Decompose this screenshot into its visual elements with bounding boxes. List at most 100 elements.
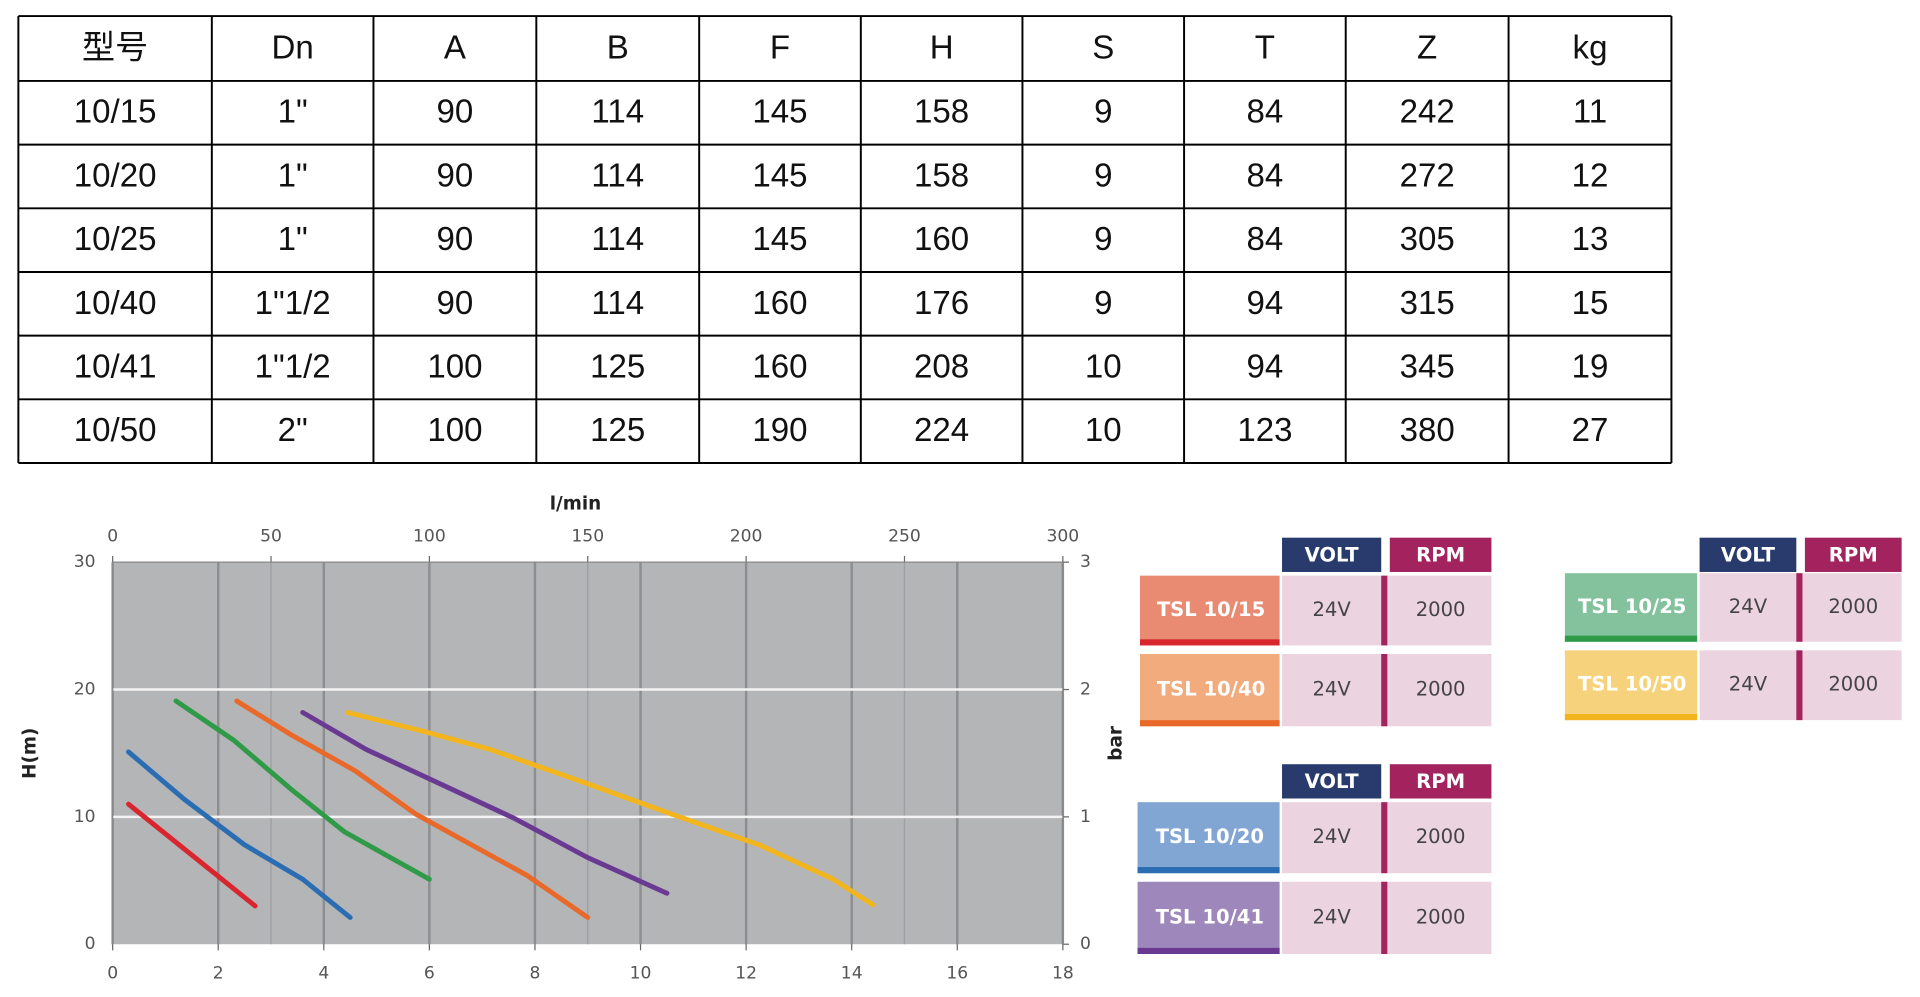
table-cell: 176 — [914, 285, 969, 322]
table-cell: 10/20 — [74, 157, 157, 194]
table-cell: Z — [1417, 29, 1437, 66]
header-cell — [1804, 537, 1902, 572]
name-cell — [1564, 650, 1698, 721]
table-cell: 158 — [914, 94, 969, 131]
table-cell: T — [1255, 29, 1275, 66]
table-cell: 145 — [752, 157, 807, 194]
name-cell — [1137, 881, 1280, 955]
table-cell: 10/15 — [74, 94, 157, 131]
header-cell — [1282, 537, 1382, 572]
x2-tick-label: 150 — [571, 526, 604, 546]
table-cell: 145 — [752, 221, 807, 258]
table-cell: 208 — [914, 348, 969, 385]
y2-tick-label: 2 — [1080, 680, 1091, 700]
table-cell: 114 — [591, 157, 644, 194]
y-tick-label: 10 — [74, 807, 96, 827]
series-name: TSL 10/20 — [1156, 825, 1264, 848]
x2-tick-label: 100 — [413, 526, 446, 546]
series-name: TSL 10/25 — [1578, 595, 1686, 618]
table-cell: 2" — [278, 412, 308, 449]
table-cell: 9 — [1094, 221, 1112, 258]
table-cell: 9 — [1094, 94, 1112, 131]
table-cell: 315 — [1400, 285, 1455, 322]
name-stripe — [1140, 639, 1280, 646]
table-cell: 160 — [752, 285, 807, 322]
name-stripe — [1137, 947, 1280, 955]
table-cell: 10 — [1085, 412, 1122, 449]
volt-value: 24V — [1312, 678, 1351, 701]
divider — [1381, 575, 1388, 646]
name-cell — [1140, 654, 1280, 727]
series-name: TSL 10/15 — [1157, 598, 1265, 621]
table-cell: 158 — [914, 157, 969, 194]
x-tick-label: 14 — [841, 964, 863, 984]
table-cell: B — [607, 29, 629, 66]
x-tick-label: 18 — [1052, 964, 1074, 984]
table-cell: 1" — [278, 157, 308, 194]
x-tick-label: 4 — [318, 964, 329, 984]
table-cell: 84 — [1247, 221, 1284, 258]
name-cell — [1137, 802, 1280, 874]
x2-tick-label: 300 — [1047, 526, 1080, 546]
table-cell: 10/41 — [74, 348, 157, 385]
table-cell: 10/50 — [74, 412, 157, 449]
x2-tick-label: 0 — [107, 526, 118, 546]
y-tick-label: 20 — [74, 680, 96, 700]
x-tick-label: 0 — [107, 964, 118, 984]
table-cell: 242 — [1400, 94, 1455, 131]
table-cell: 27 — [1572, 412, 1609, 449]
curve — [173, 698, 432, 882]
header-label: VOLT — [1721, 544, 1776, 567]
y2-tick-label: 1 — [1080, 807, 1091, 827]
table-cell: 1"1/2 — [255, 348, 331, 385]
table-cell: 90 — [437, 157, 474, 194]
table-cell: 10/25 — [74, 221, 157, 258]
series-name: TSL 10/41 — [1156, 905, 1264, 928]
table-cell: 100 — [427, 348, 482, 385]
table-cell: 123 — [1237, 412, 1292, 449]
divider — [1796, 650, 1803, 721]
rpm-value: 2000 — [1416, 905, 1466, 928]
divider — [1796, 573, 1803, 642]
table-cell: 114 — [591, 285, 644, 322]
y2-axis-label: bar — [1106, 726, 1127, 761]
table-cell: 190 — [752, 412, 807, 449]
curve — [234, 698, 591, 920]
y-tick-label: 0 — [85, 934, 96, 954]
divider — [1381, 802, 1388, 874]
table-cell: 125 — [590, 348, 645, 385]
series-name: TSL 10/40 — [1157, 678, 1265, 701]
curve — [126, 749, 353, 920]
header-cell — [1282, 764, 1382, 799]
table-cell: 160 — [752, 348, 807, 385]
table-cell: 94 — [1247, 285, 1284, 322]
table-cell: H — [930, 29, 954, 66]
rpm-value: 2000 — [1416, 598, 1466, 621]
x2-tick-label: 200 — [730, 526, 763, 546]
table-cell: 114 — [591, 221, 644, 258]
table-cell: 345 — [1400, 348, 1455, 385]
header-cell — [1389, 764, 1492, 799]
table-cell: 305 — [1400, 221, 1455, 258]
x-tick-label: 6 — [424, 964, 435, 984]
rpm-value: 2000 — [1828, 673, 1878, 696]
header-label: VOLT — [1305, 770, 1360, 793]
series-name: TSL 10/50 — [1578, 673, 1686, 696]
x-tick-label: 2 — [213, 964, 224, 984]
table-cell: A — [444, 29, 466, 66]
table-cell: 125 — [590, 412, 645, 449]
table-cell: kg — [1573, 29, 1608, 66]
x-tick-label: 10 — [630, 964, 652, 984]
table-cell: 13 — [1572, 221, 1609, 258]
table-cell: 160 — [914, 221, 969, 258]
table-cell: 145 — [752, 94, 807, 131]
curve — [300, 709, 670, 896]
table-cell: 380 — [1400, 412, 1455, 449]
y2-tick-label: 0 — [1080, 934, 1091, 954]
table-cell: 1"1/2 — [255, 285, 331, 322]
y-axis-label: H(m) — [20, 728, 41, 779]
curve — [126, 801, 258, 909]
table-cell: 90 — [437, 285, 474, 322]
table-cell: Dn — [272, 29, 314, 66]
